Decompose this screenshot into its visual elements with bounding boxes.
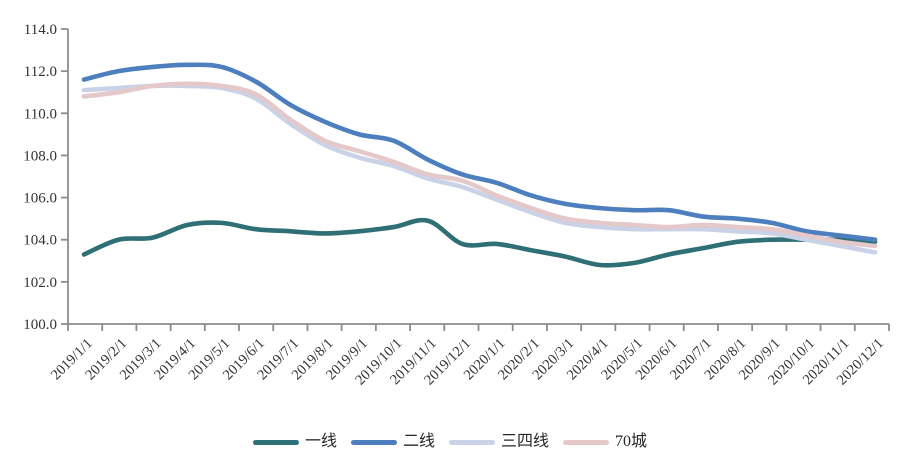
legend-item-second-tier: 二线 <box>350 433 435 450</box>
legend-label-third-fourth-tier: 三四线 <box>501 433 550 450</box>
y-axis-tick-label: 112.0 <box>24 64 57 80</box>
y-axis-tick-label: 110.0 <box>24 106 57 122</box>
legend-swatch-first-tier <box>252 439 299 445</box>
legend-label-first-tier: 一线 <box>304 433 337 450</box>
legend-item-seventy-cities: 70城 <box>563 434 647 450</box>
legend-swatch-second-tier <box>350 439 397 445</box>
line-seventy-cities <box>81 81 878 249</box>
legend-label-seventy-cities: 70城 <box>615 433 648 450</box>
legend-swatch-seventy-cities <box>563 439 610 445</box>
y-axis-tick-label: 102.0 <box>23 275 57 291</box>
chart-legend: 一线 二线 三四线 70城 <box>0 434 900 450</box>
y-axis-tick-label: 114.0 <box>24 22 57 38</box>
legend-item-third-fourth-tier: 三四线 <box>449 434 549 450</box>
series-lines <box>81 62 878 268</box>
y-axis-tick-label: 100.0 <box>23 317 57 333</box>
y-axis-tick-label: 106.0 <box>23 191 57 207</box>
legend-swatch-third-fourth-tier <box>449 439 495 445</box>
legend-label-second-tier: 二线 <box>402 433 435 450</box>
y-axis-tick-label: 104.0 <box>23 233 57 249</box>
legend-item-first-tier: 一线 <box>252 433 337 450</box>
axes: 114.0 112.0 110.0 108.0 106.0 104.0 102.0 100.0… <box>23 22 890 388</box>
line-first-tier <box>81 217 878 268</box>
y-axis-tick-label: 108.0 <box>23 148 57 164</box>
line-second-tier <box>81 62 878 243</box>
